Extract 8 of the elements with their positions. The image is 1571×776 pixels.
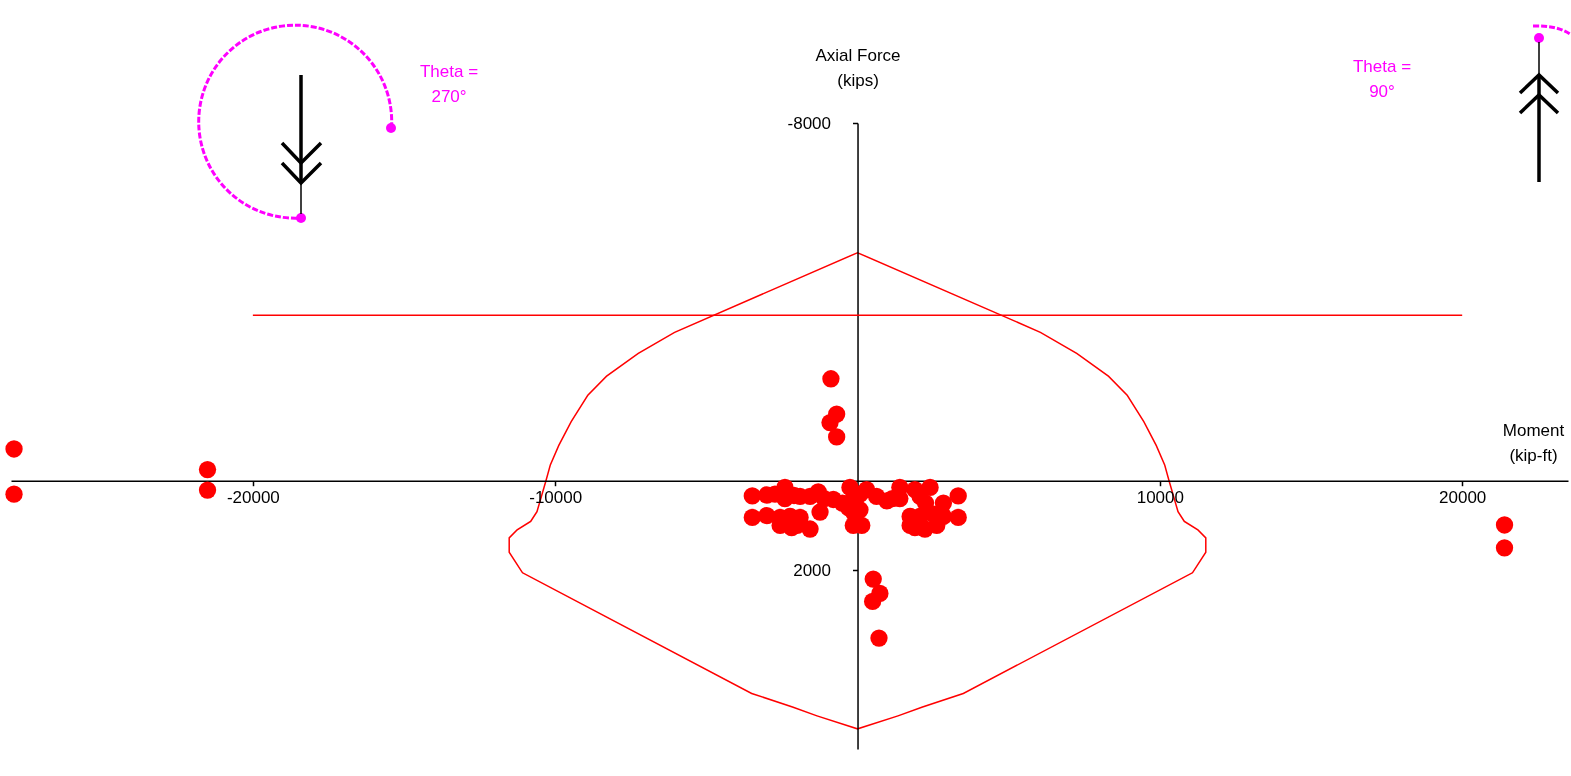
y-axis-title: Axial Force (kips) bbox=[815, 45, 901, 90]
text: Theta = 90° bbox=[1352, 57, 1412, 101]
y-tick-label: -8000 bbox=[787, 113, 832, 133]
y-tick-label: 2000 bbox=[793, 560, 832, 580]
x-axis-title: Moment (kip-ft) bbox=[1502, 421, 1565, 466]
text: Theta = 270° bbox=[419, 62, 479, 106]
x-tick-label: 20000 bbox=[1439, 488, 1487, 508]
x-tick-label: -20000 bbox=[226, 488, 280, 508]
